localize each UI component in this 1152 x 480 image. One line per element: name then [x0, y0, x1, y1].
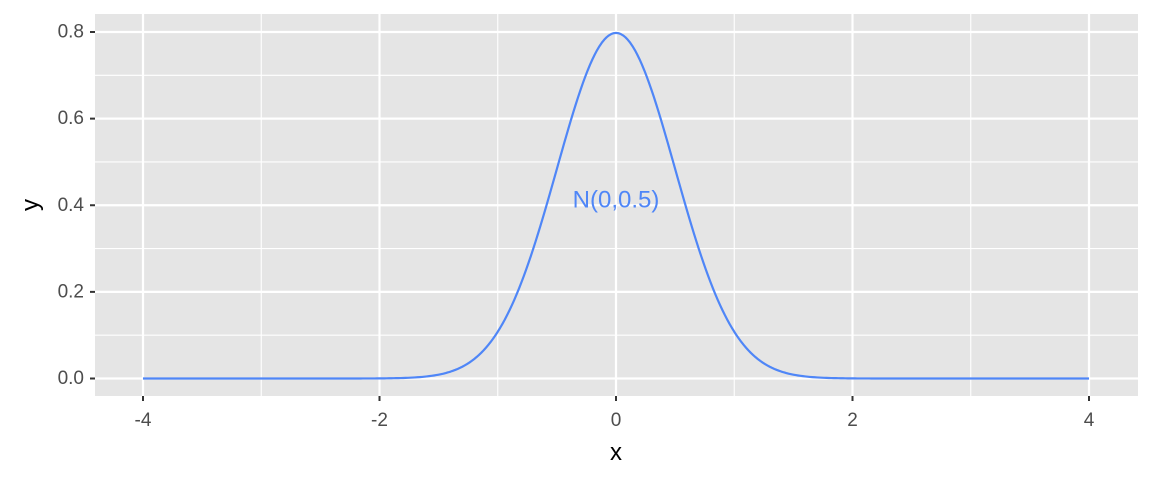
y-tick-label: 0.4 — [58, 195, 85, 216]
annotation-layer: N(0,0.5) — [573, 186, 660, 213]
y-tick-label: 0.0 — [58, 368, 84, 389]
y-tick-label: 0.6 — [58, 108, 84, 129]
x-tick-label: -2 — [371, 410, 388, 431]
y-axis-title: y — [17, 199, 44, 211]
curve-annotation: N(0,0.5) — [573, 186, 660, 213]
x-axis-title: x — [610, 439, 622, 466]
series-layer — [143, 31, 1089, 380]
y-tick-label: 0.8 — [58, 22, 84, 43]
axes-layer: -4 -2 0 2 4 0.0 0.2 0.4 0.6 0.8 — [58, 22, 1095, 432]
x-tick-label: 0 — [611, 410, 622, 431]
density-curve — [143, 31, 1089, 380]
y-tick-label: 0.2 — [58, 281, 84, 302]
x-tick-label: 4 — [1084, 410, 1095, 431]
x-tick-label: -4 — [135, 410, 152, 431]
major-gridlines — [95, 14, 1138, 396]
x-tick-label: 2 — [847, 410, 858, 431]
